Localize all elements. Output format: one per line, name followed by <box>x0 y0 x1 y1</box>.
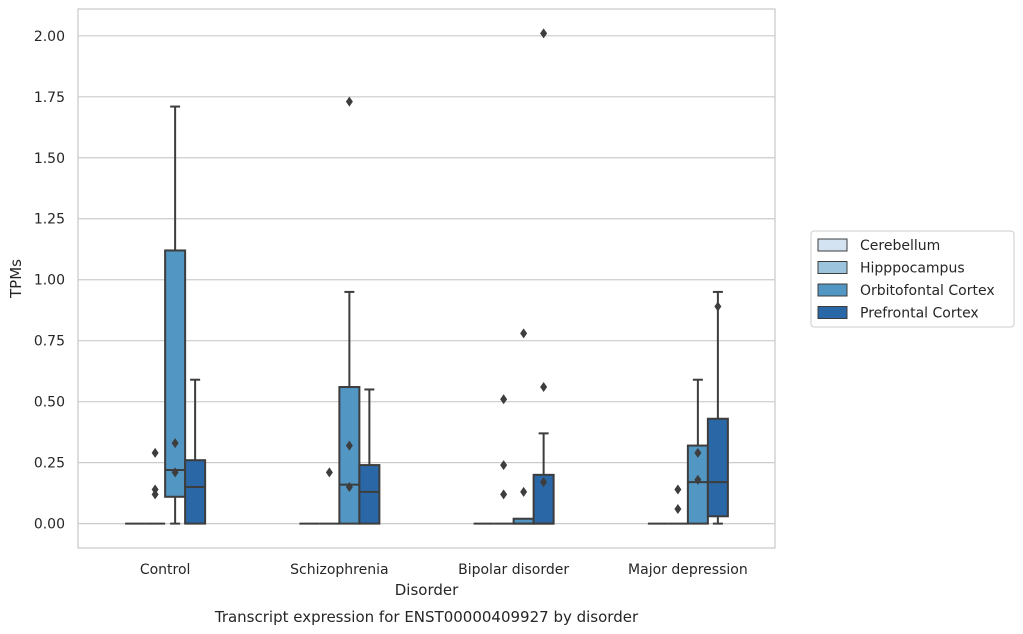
outlier-point <box>540 28 548 39</box>
outlier-point <box>325 467 333 478</box>
box-hipppocampus <box>319 467 340 525</box>
y-axis-title: TPMs <box>7 259 25 299</box>
outlier-point <box>500 460 508 471</box>
legend-swatch <box>817 238 848 252</box>
box-body <box>184 459 207 525</box>
legend-frame <box>810 230 1015 328</box>
box-groups <box>125 28 729 525</box>
outlier-point <box>520 328 528 339</box>
y-tick-label: 0.50 <box>34 395 65 411</box>
outlier-point <box>151 447 159 458</box>
box-hipppocampus <box>493 394 514 525</box>
outlier-point <box>500 394 508 405</box>
x-tick-label: Major depression <box>628 562 748 578</box>
x-tick-label: Control <box>140 562 191 578</box>
outlier-point <box>500 489 508 500</box>
box-body <box>338 386 361 525</box>
y-tick-label: 0.00 <box>34 517 65 533</box>
plot-frame <box>77 8 776 549</box>
x-tick-label: Bipolar disorder <box>458 562 569 578</box>
y-tick-label: 0.25 <box>34 456 65 472</box>
legend-swatch <box>817 283 848 297</box>
y-tick-label: 1.75 <box>34 90 65 106</box>
x-tick-labels: Control Schizophrenia Bipolar disorder Majo… <box>140 562 748 578</box>
box-body <box>164 249 187 498</box>
outlier-point <box>694 447 702 458</box>
box-body <box>358 464 381 525</box>
outlier-point <box>540 382 548 393</box>
outlier-point <box>520 486 528 497</box>
box-orbitofontal-cortex <box>512 328 535 525</box>
outlier-point <box>694 474 702 485</box>
y-tick-label: 0.75 <box>34 334 65 350</box>
y-tick-label: 1.00 <box>34 273 65 289</box>
outlier-point <box>345 440 353 451</box>
legend: Cerebellum Hipppocampus Orbitofontal Corte… <box>810 230 1015 328</box>
outlier-point <box>345 482 353 493</box>
y-tick-label: 1.25 <box>34 212 65 228</box>
box-prefrontal-cortex <box>184 378 207 525</box>
box-prefrontal-cortex <box>706 290 729 525</box>
outlier-point <box>345 96 353 107</box>
box-hipppocampus <box>667 484 688 525</box>
box-prefrontal-cortex <box>532 28 555 525</box>
box-orbitofontal-cortex <box>164 105 187 525</box>
legend-swatch <box>817 306 848 319</box>
box-orbitofontal-cortex <box>338 96 361 525</box>
y-tick-labels: 0.00 0.25 0.50 0.75 1.00 1.25 1.50 1.75 2.00 <box>34 29 65 533</box>
legend-label: Orbitofontal Cortex <box>860 283 995 299</box>
y-tick-label: 1.50 <box>34 151 65 167</box>
outlier-point <box>674 503 682 514</box>
box-hipppocampus <box>145 447 166 525</box>
x-tick-label: Schizophrenia <box>290 562 388 578</box>
box-prefrontal-cortex <box>358 388 381 525</box>
x-axis-title: Disorder <box>395 581 459 599</box>
outlier-point <box>151 484 159 495</box>
outlier-point <box>714 301 722 312</box>
outlier-point <box>674 484 682 495</box>
box-body <box>706 417 729 518</box>
chart-caption: Transcript expression for ENST0000040992… <box>214 608 639 626</box>
outlier-point <box>540 477 548 488</box>
legend-label: Cerebellum <box>860 238 940 254</box>
legend-swatch <box>817 261 848 274</box>
legend-label: Hipppocampus <box>860 261 965 277</box>
outlier-point <box>171 467 179 478</box>
y-tick-label: 2.00 <box>34 29 65 45</box>
outlier-point <box>171 438 179 449</box>
legend-label: Prefrontal Cortex <box>860 306 979 322</box>
